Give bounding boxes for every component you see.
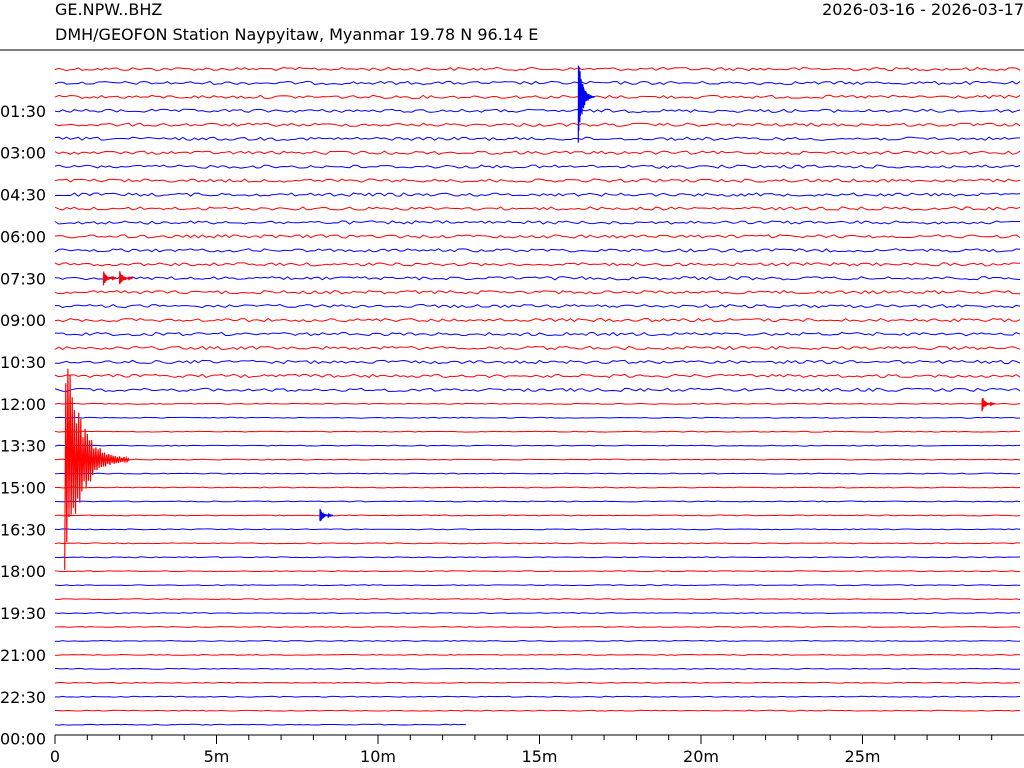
trace-line [54, 290, 1021, 295]
x-tick-label: 25m [845, 747, 881, 766]
event-waveform [64, 368, 130, 570]
trace-group [54, 66, 1021, 726]
trace-line [54, 612, 1021, 615]
trace-line [54, 220, 1021, 225]
trace-line [54, 234, 1021, 239]
trace-line [54, 262, 1021, 267]
trace-line [54, 486, 1021, 489]
trace-line [54, 206, 1021, 211]
trace-line [54, 416, 1021, 419]
trace-line [54, 136, 1021, 141]
event-waveform [102, 271, 117, 286]
time-label: 19:30 [0, 604, 46, 623]
trace-line [54, 317, 1021, 323]
trace-line [54, 108, 1021, 113]
trace-line [54, 192, 1021, 197]
x-tick-label: 5m [204, 747, 230, 766]
trace-line [54, 303, 1021, 309]
time-label: 10:30 [0, 353, 46, 372]
event-waveform [119, 271, 133, 285]
trace-line [54, 542, 1021, 545]
time-label: 06:00 [0, 227, 46, 246]
time-label: 00:00 [0, 730, 46, 749]
trace-line [54, 387, 1021, 393]
station-code: GE.NPW..BHZ [55, 0, 163, 19]
time-label: 13:30 [0, 437, 46, 456]
event-waveform [981, 398, 996, 412]
trace-line [54, 80, 1021, 86]
trace-line [54, 528, 1021, 531]
trace-line [54, 667, 1021, 670]
event-waveform [577, 65, 595, 143]
trace-line [54, 122, 1021, 127]
trace-line [54, 500, 1021, 503]
trace-line [54, 598, 1021, 601]
trace-line [54, 444, 1021, 447]
trace-line [54, 626, 1021, 628]
trace-line [54, 514, 1021, 517]
x-tick-label: 0 [50, 747, 60, 766]
time-label: 04:30 [0, 186, 46, 205]
station-description: DMH/GEOFON Station Naypyitaw, Myanmar 19… [55, 25, 539, 44]
trace-line [54, 402, 1021, 405]
time-label: 03:00 [0, 144, 46, 163]
time-labels: 01:30 03:00 04:30 06:00 07:30 09:00 10:30 12:00… [0, 102, 46, 749]
trace-line [54, 164, 1021, 169]
x-tick-label: 10m [360, 747, 396, 766]
time-label: 21:00 [0, 646, 46, 665]
x-tick-label: 15m [522, 747, 558, 766]
trace-line [54, 709, 1021, 712]
trace-line [54, 639, 1021, 642]
trace-line [54, 359, 1021, 365]
time-label: 18:00 [0, 562, 46, 581]
trace-line [54, 178, 1021, 183]
time-label: 12:00 [0, 395, 46, 414]
trace-line [54, 556, 1021, 559]
trace-line [54, 653, 1021, 656]
trace-line [54, 276, 1021, 281]
time-label: 15:00 [0, 479, 46, 498]
trace-line [54, 150, 1021, 155]
trace-line [54, 248, 1021, 253]
trace-line [54, 94, 1021, 99]
time-label: 16:30 [0, 520, 46, 539]
trace-line [54, 695, 1021, 698]
trace-line [54, 430, 1021, 433]
time-label: 22:30 [0, 688, 46, 707]
trace-line [54, 331, 1021, 337]
time-label: 01:30 [0, 102, 46, 121]
event-group [64, 65, 996, 570]
date-range: 2026-03-16 - 2026-03-17 [822, 0, 1024, 19]
time-label: 09:00 [0, 311, 46, 330]
trace-line [54, 584, 1021, 587]
trace-line [54, 373, 1021, 379]
event-waveform [319, 508, 334, 522]
trace-line [54, 345, 1021, 351]
x-tick-label: 20m [683, 747, 719, 766]
time-label: 07:30 [0, 269, 46, 288]
trace-line [54, 66, 1021, 72]
trace-line [54, 681, 1021, 684]
trace-line [54, 723, 466, 726]
trace-line [54, 458, 1021, 461]
x-axis: 0 5m 10m 15m 20m 25m [50, 735, 993, 766]
trace-line [54, 472, 1021, 475]
trace-line [54, 570, 1021, 573]
